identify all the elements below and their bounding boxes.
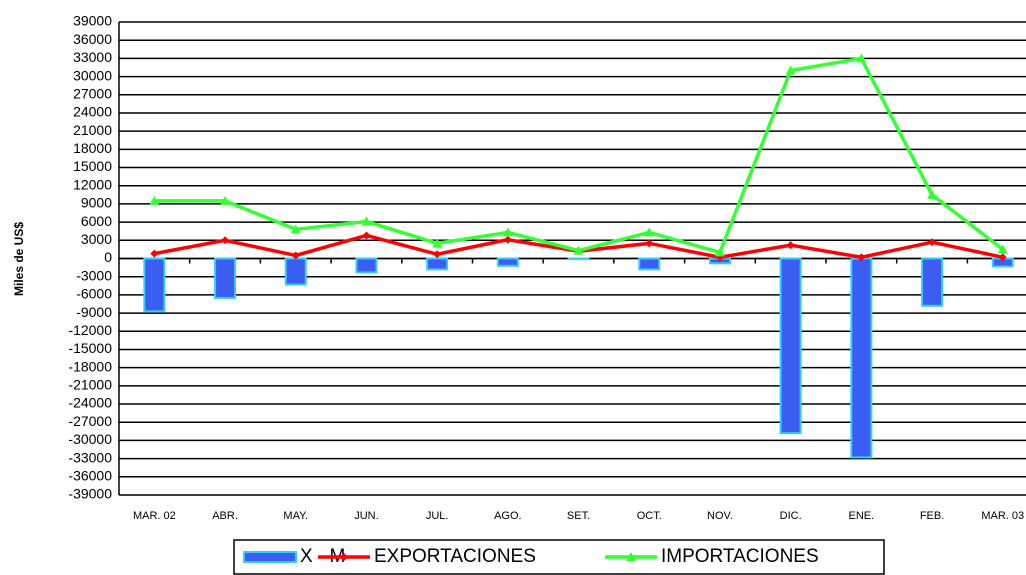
line-marker	[785, 65, 796, 75]
y-tick-label: 36000	[73, 31, 112, 47]
y-tick-label: 30000	[73, 67, 112, 83]
line-marker	[573, 245, 584, 255]
y-tick-label: -6000	[76, 286, 112, 302]
bar	[143, 257, 166, 313]
line-marker	[362, 231, 371, 240]
line-marker	[644, 227, 655, 237]
line-marker	[502, 227, 513, 237]
y-tick-label: -3000	[76, 267, 112, 283]
y-tick-label: 21000	[73, 122, 112, 138]
line-marker	[221, 236, 230, 245]
legend-swatch	[243, 551, 297, 563]
y-tick-label: 27000	[73, 85, 112, 101]
legend-label: EXPORTACIONES	[374, 546, 536, 567]
legend-marker	[340, 553, 348, 561]
y-tick-label: 3000	[81, 231, 112, 247]
line-marker	[290, 224, 301, 234]
y-tick-label: 0	[104, 249, 112, 265]
y-tick-label: -12000	[68, 322, 112, 338]
y-tick-label: -39000	[68, 486, 112, 502]
x-tick-label: NOV.	[707, 510, 733, 522]
line	[154, 56, 1004, 255]
bar	[426, 257, 449, 271]
line-marker	[150, 249, 159, 258]
legend-label: IMPORTACIONES	[661, 546, 819, 567]
bar	[850, 257, 873, 459]
line-marker	[786, 241, 795, 250]
bar	[638, 257, 661, 271]
line-marker	[149, 195, 160, 205]
line-marker	[645, 239, 654, 248]
line-marker	[928, 238, 937, 247]
line-marker	[361, 216, 372, 226]
line-marker	[857, 253, 866, 262]
bar	[496, 257, 519, 267]
legend-marker	[626, 552, 636, 561]
y-tick-label: -18000	[68, 358, 112, 374]
line-marker	[998, 253, 1007, 262]
y-tick-label: -21000	[68, 377, 112, 393]
x-tick-label: MAY.	[283, 510, 308, 522]
y-tick-label: -30000	[68, 431, 112, 447]
line-marker	[432, 238, 443, 248]
y-tick-label: -9000	[76, 304, 112, 320]
x-tick-label: JUL.	[426, 510, 449, 522]
y-tick-label: -15000	[68, 340, 112, 356]
bar	[355, 257, 378, 274]
bar	[567, 257, 590, 261]
line-marker	[220, 195, 231, 205]
x-tick-label: SET.	[567, 510, 590, 522]
y-tick-label: -36000	[68, 468, 112, 484]
y-tick-label: 15000	[73, 158, 112, 174]
x-tick-label: OCT.	[637, 510, 662, 522]
x-tick-label: ABR.	[212, 510, 238, 522]
bar	[921, 257, 944, 307]
y-tick-label: -33000	[68, 449, 112, 465]
x-tick-label: FEB.	[920, 510, 944, 522]
x-tick-label: DIC.	[780, 510, 802, 522]
y-tick-label: 33000	[73, 49, 112, 65]
y-tick-label: 39000	[73, 13, 112, 29]
line-marker	[714, 247, 725, 257]
line-marker	[997, 244, 1008, 254]
x-tick-label: ENE.	[849, 510, 875, 522]
x-tick-label: JUN.	[354, 510, 378, 522]
y-tick-label: 12000	[73, 176, 112, 192]
y-axis-label: Miles de US$	[12, 222, 26, 296]
y-tick-label: 18000	[73, 140, 112, 156]
line-marker	[433, 250, 442, 259]
x-tick-label: AGO.	[494, 510, 522, 522]
line-marker	[503, 235, 512, 244]
y-tick-label: -27000	[68, 413, 112, 429]
bar	[214, 257, 237, 299]
y-tick-label: 9000	[81, 195, 112, 211]
line-marker	[291, 251, 300, 260]
y-tick-label: -24000	[68, 395, 112, 411]
line-marker	[927, 189, 938, 199]
y-tick-label: 24000	[73, 104, 112, 120]
bar	[779, 257, 802, 435]
y-tick-label: 6000	[81, 213, 112, 229]
x-tick-label: MAR. 03	[981, 510, 1024, 522]
x-tick-label: MAR. 02	[133, 510, 176, 522]
bar	[284, 257, 307, 286]
line-marker	[856, 53, 867, 63]
